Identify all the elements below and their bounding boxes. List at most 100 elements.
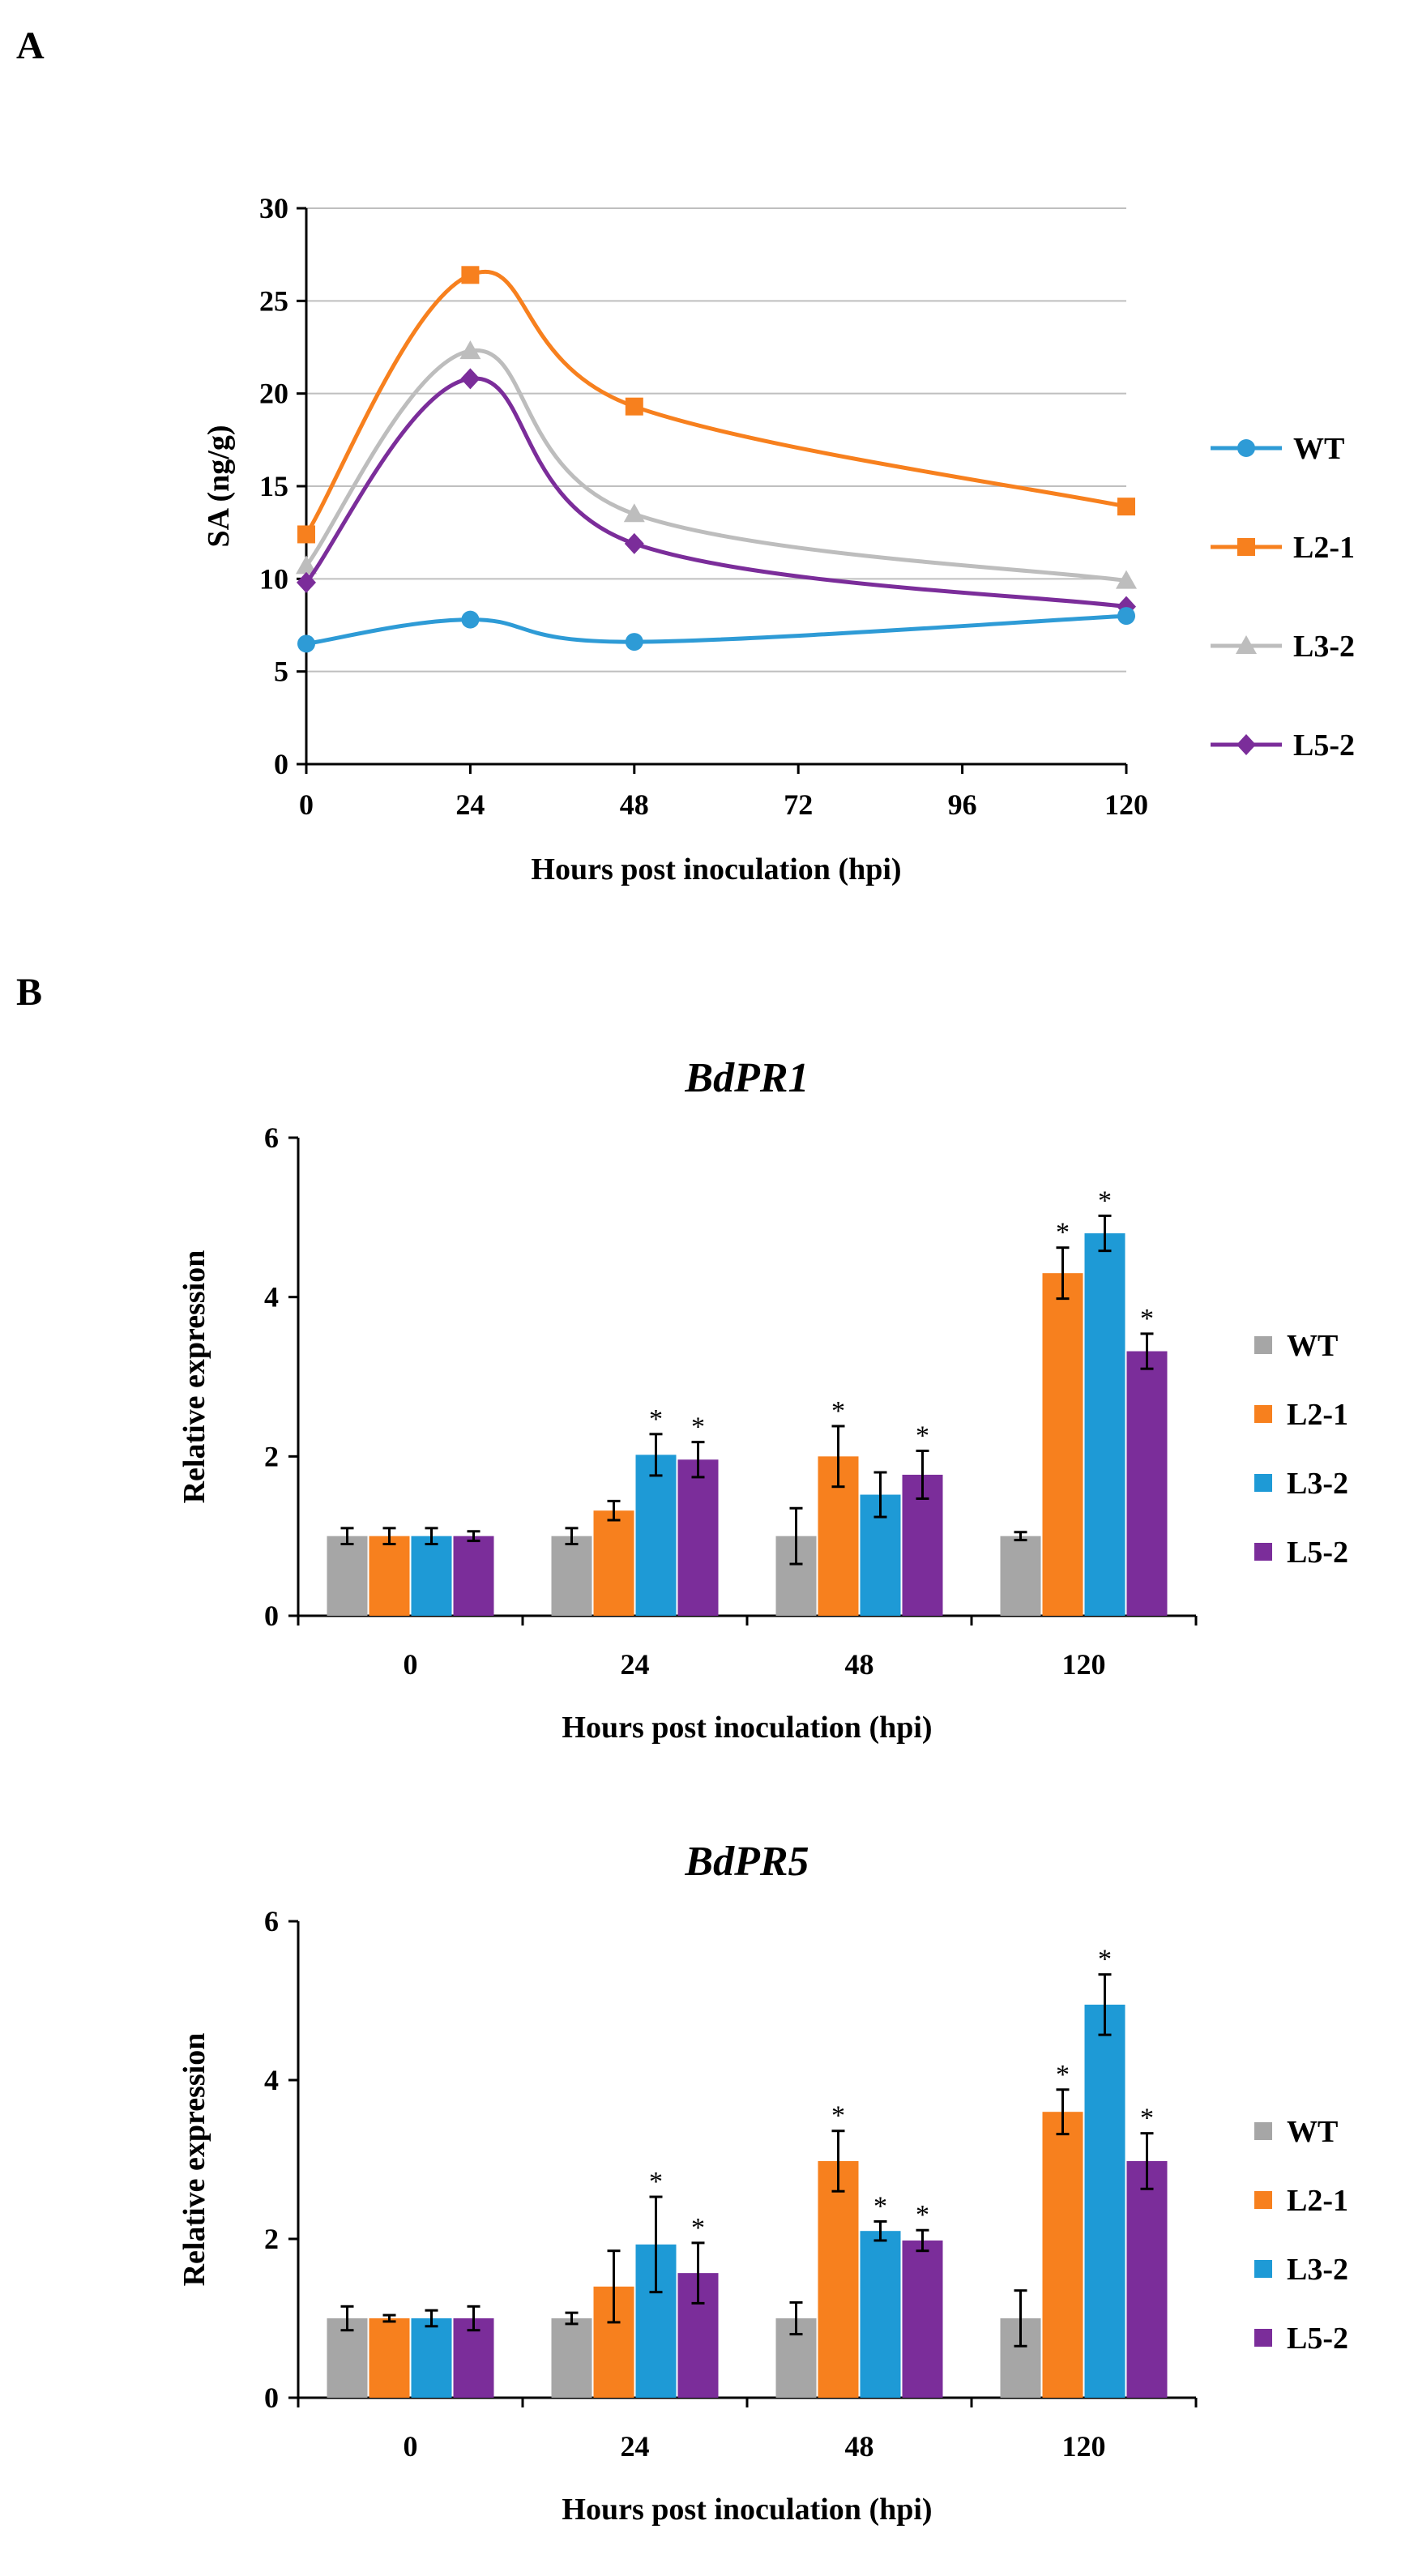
sa-point-l2-1 — [461, 266, 480, 284]
pr1-bar-wt — [327, 1536, 368, 1616]
sa-point-l3-2 — [296, 555, 317, 575]
pr1-y-tick-label: 6 — [264, 1121, 279, 1154]
pr1-x-tick-label: 0 — [404, 1648, 418, 1681]
pr1-legend-label-l5-2: L5-2 — [1287, 1536, 1348, 1570]
pr1-legend-label-l2-1: L2-1 — [1287, 1398, 1348, 1432]
pr5-y-tick-label: 6 — [264, 1905, 279, 1937]
pr1-bar-l5-2 — [453, 1536, 494, 1616]
sa-point-l3-2 — [623, 503, 645, 523]
pr5-significance-star: * — [649, 2167, 663, 2197]
sa-y-tick-label: 5 — [274, 656, 288, 688]
pr5-significance-star: * — [691, 2213, 705, 2243]
sa-legend-marker-l5-2 — [1236, 734, 1256, 755]
sa-x-tick-label: 24 — [455, 788, 485, 821]
sa-legend-label-l2-1: L2-1 — [1293, 531, 1355, 565]
pr5-bar-l5-2 — [902, 2240, 943, 2398]
pr5-bar-wt — [551, 2318, 592, 2398]
pr1-legend-swatch-l2-1 — [1254, 1405, 1272, 1423]
pr5-bar-l3-2 — [860, 2231, 901, 2398]
pr5-legend-swatch-l2-1 — [1254, 2191, 1272, 2209]
pr5-title: BdPR5 — [684, 1839, 809, 1885]
pr1-x-tick-label: 24 — [621, 1648, 650, 1681]
pr1-significance-star: * — [831, 1396, 845, 1426]
pr5-bar-l5-2 — [453, 2318, 494, 2398]
pr1-x-tick-label: 48 — [845, 1648, 874, 1681]
sa-x-axis-title: Hours post inoculation (hpi) — [531, 852, 901, 886]
pr5-significance-star: * — [831, 2101, 845, 2131]
pr1-significance-star: * — [1098, 1185, 1112, 1215]
sa-point-l2-1 — [625, 397, 643, 416]
sa-line-l3-2 — [305, 348, 1127, 583]
sa-y-tick-label: 20 — [259, 378, 288, 410]
pr5-legend-swatch-l3-2 — [1254, 2260, 1272, 2278]
pr5-bar-l3-2 — [411, 2318, 452, 2398]
pr1-bar-l3-2 — [1084, 1233, 1125, 1616]
pr5-x-axis-title: Hours post inoculation (hpi) — [562, 2493, 932, 2527]
sa-y-tick-label: 15 — [259, 470, 288, 502]
pr1-significance-star: * — [649, 1404, 663, 1434]
sa-x-tick-label: 72 — [784, 788, 813, 821]
pr1-x-tick-label: 120 — [1062, 1648, 1106, 1681]
pr1-legend-swatch-l3-2 — [1254, 1474, 1272, 1492]
pr1-significance-star: * — [691, 1412, 705, 1442]
sa-line-l2-1 — [304, 269, 1127, 536]
pr1-bar-l5-2 — [677, 1459, 719, 1616]
pr1-y-tick-label: 4 — [264, 1281, 279, 1314]
pr1-y-axis-title: Relative expression — [177, 1250, 211, 1504]
pr5-legend-label-l3-2: L3-2 — [1287, 2253, 1348, 2287]
sa-point-l5-2 — [624, 532, 644, 554]
pr5-bar-l5-2 — [1126, 2160, 1168, 2398]
sa-point-l5-2 — [460, 368, 480, 390]
pr5-y-tick-label: 4 — [264, 2064, 279, 2096]
sa-legend-marker-wt — [1237, 439, 1255, 457]
pr1-legend-label-l3-2: L3-2 — [1287, 1467, 1348, 1501]
sa-point-wt — [297, 634, 315, 653]
pr5-significance-star: * — [1056, 2060, 1070, 2090]
pr5-y-tick-label: 2 — [264, 2223, 279, 2255]
pr1-y-tick-label: 0 — [264, 1600, 279, 1632]
panel-label-b: B — [16, 971, 42, 1014]
pr5-bar-l2-1 — [818, 2160, 859, 2398]
pr1-significance-star: * — [916, 1420, 929, 1450]
pr5-legend-label-l5-2: L5-2 — [1287, 2322, 1348, 2356]
sa-legend-marker-l2-1 — [1237, 538, 1255, 556]
pr1-legend-label-wt: WT — [1287, 1329, 1338, 1363]
sa-x-tick-label: 48 — [620, 788, 649, 821]
pr1-bar-wt — [1000, 1536, 1041, 1616]
pr1-legend-swatch-l5-2 — [1254, 1543, 1272, 1561]
sa-y-tick-label: 25 — [259, 284, 288, 317]
sa-point-wt — [461, 610, 480, 629]
pr1-significance-star: * — [1056, 1218, 1070, 1248]
sa-x-tick-label: 96 — [948, 788, 977, 821]
pr5-legend-swatch-wt — [1254, 2122, 1272, 2140]
pr5-significance-star: * — [1098, 1945, 1112, 1975]
pr1-bar-l5-2 — [1126, 1351, 1168, 1616]
pr5-y-axis-title: Relative expression — [177, 2033, 211, 2287]
pr1-significance-star: * — [1140, 1304, 1154, 1334]
pr1-bar-l2-1 — [593, 1510, 634, 1616]
pr5-significance-star: * — [873, 2191, 887, 2221]
sa-point-wt — [625, 633, 643, 651]
sa-legend-label-l5-2: L5-2 — [1293, 728, 1355, 763]
pr1-legend-swatch-wt — [1254, 1336, 1272, 1354]
sa-x-tick-label: 120 — [1104, 788, 1148, 821]
pr1-title: BdPR1 — [684, 1055, 809, 1101]
pr5-bar-wt — [327, 2318, 368, 2398]
sa-line-chart: 0 5 10 15 20 25 30 0 24 48 72 96 120 Hours post inocu… — [202, 192, 1355, 886]
sa-line-l5-2 — [305, 376, 1127, 609]
pr5-x-tick-label: 120 — [1062, 2430, 1106, 2463]
pr1-bar-l2-1 — [1042, 1273, 1083, 1616]
sa-line-wt — [305, 613, 1127, 646]
sa-y-axis-title: SA (ng/g) — [202, 425, 236, 548]
pr5-significance-star: * — [1140, 2104, 1154, 2134]
sa-y-tick-label: 30 — [259, 192, 288, 224]
pr5-legend-swatch-l5-2 — [1254, 2329, 1272, 2347]
pr1-bar-wt — [551, 1536, 592, 1616]
sa-legend-label-wt: WT — [1293, 432, 1344, 466]
pr5-legend-label-wt: WT — [1287, 2115, 1338, 2149]
pr5-bar-l2-1 — [369, 2318, 410, 2398]
pr5-significance-star: * — [916, 2200, 929, 2230]
